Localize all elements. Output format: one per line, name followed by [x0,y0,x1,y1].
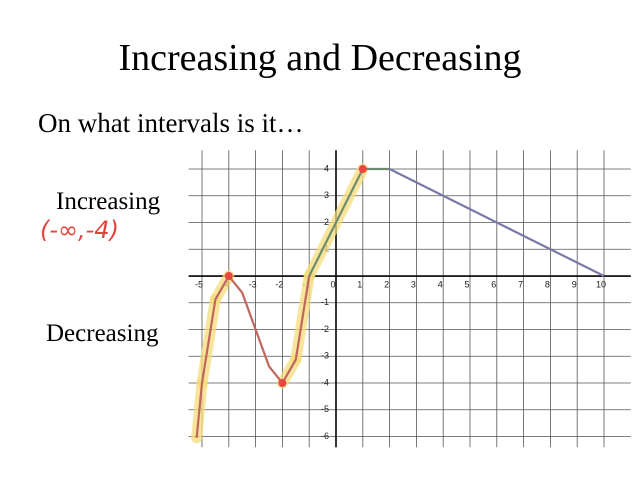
y-tick-label: -5 [321,404,329,414]
y-tick-label: -3 [321,351,329,361]
title: Increasing and Decreasing [118,37,522,79]
x-tick-label: 6 [491,279,496,289]
y-tick-label: -1 [321,297,329,307]
x-tick-label: 9 [572,279,577,289]
x-tick-label: 4 [438,279,443,289]
x-tick-label: 3 [411,279,416,289]
y-tick-label: -2 [321,324,329,334]
x-tick-label: 2 [384,279,389,289]
question: On what intervals is it… [38,108,304,138]
increasing-label: Increasing [56,188,161,215]
x-tick-label: 7 [518,279,523,289]
decreasing-label: Decreasing [46,320,159,347]
x-tick-label: 1 [357,279,362,289]
y-tick-label: 4 [324,163,329,173]
x-tick-label: -5 [195,279,203,289]
key-point [224,272,233,281]
x-tick-label: 0 [330,279,335,289]
y-tick-label: 2 [324,217,329,227]
y-tick-label: -6 [321,431,329,441]
key-point [278,379,287,388]
y-tick-label: 3 [324,190,329,200]
x-tick-label: -2 [275,279,283,289]
curve [195,274,311,438]
x-tick-label: 10 [596,279,606,289]
y-tick-label: -4 [321,377,329,387]
x-tick-label: 8 [545,279,550,289]
x-tick-label: -3 [249,279,257,289]
key-point [358,165,367,174]
x-tick-label: 5 [464,279,469,289]
curve [389,168,605,277]
handwritten-answer: (-∞,-4) [40,216,119,244]
